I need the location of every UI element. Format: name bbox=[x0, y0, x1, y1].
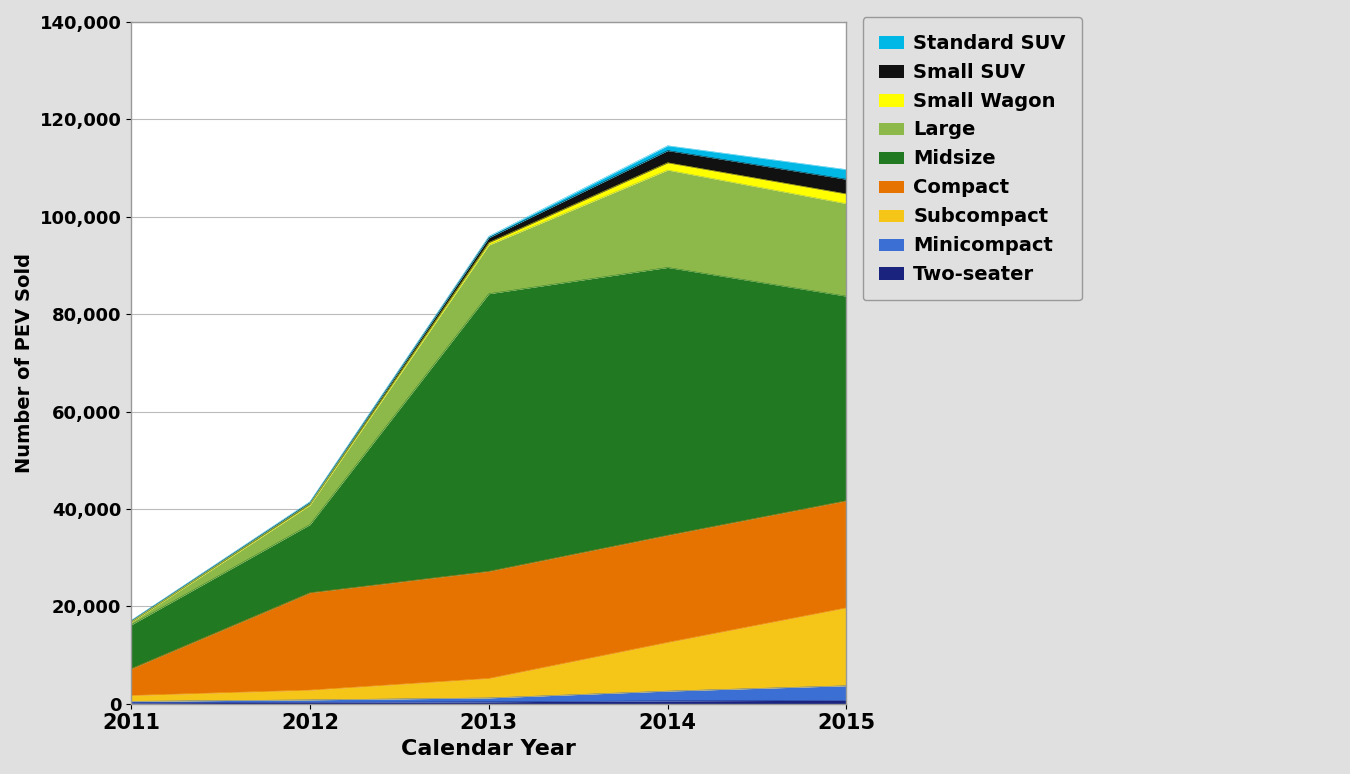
Legend: Standard SUV, Small SUV, Small Wagon, Large, Midsize, Compact, Subcompact, Minic: Standard SUV, Small SUV, Small Wagon, La… bbox=[863, 17, 1081, 300]
X-axis label: Calendar Year: Calendar Year bbox=[401, 739, 576, 759]
Y-axis label: Number of PEV Sold: Number of PEV Sold bbox=[15, 253, 34, 473]
